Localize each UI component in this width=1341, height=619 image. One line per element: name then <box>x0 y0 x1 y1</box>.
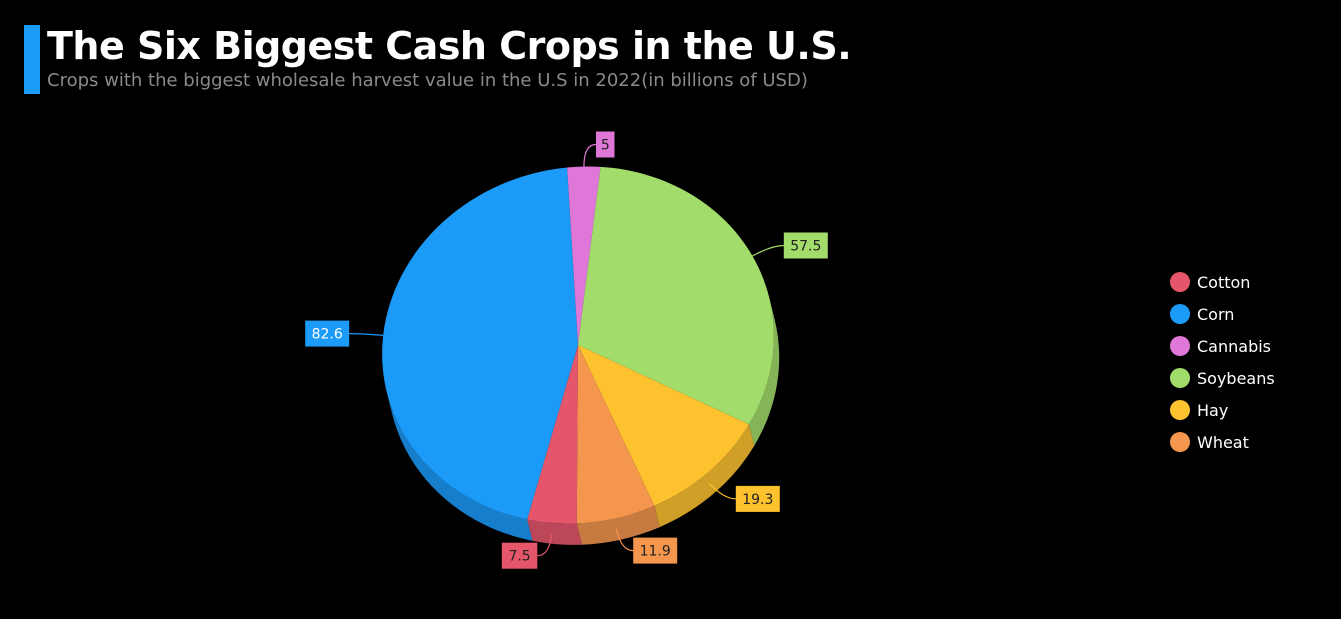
legend-label-hay: Hay <box>1197 400 1229 420</box>
slice-wheat[interactable] <box>535 336 655 527</box>
slice-side-soybeans <box>748 297 780 446</box>
legend-label-cotton: Cotton <box>1197 272 1251 292</box>
chart-title: The Six Biggest Cash Crops in the U.S. <box>47 24 852 68</box>
slice-soybeans[interactable] <box>538 135 798 460</box>
data-label-cotton: 7.5 <box>501 542 538 569</box>
legend-item-corn[interactable]: Corn <box>1170 298 1275 330</box>
leader-line-corn <box>349 333 384 336</box>
data-label-corn: 82.6 <box>305 320 350 347</box>
legend-item-soybeans[interactable]: Soybeans <box>1170 362 1275 394</box>
slice-corn[interactable] <box>344 165 647 545</box>
legend-marker-corn <box>1170 304 1190 324</box>
legend: Cotton Corn Cannabis Soybeans Hay Wheat <box>1170 266 1275 458</box>
legend-marker-cotton <box>1170 272 1190 292</box>
leader-line-cotton <box>537 533 553 557</box>
legend-marker-soybeans <box>1170 368 1190 388</box>
slice-hay[interactable] <box>578 310 762 515</box>
legend-item-wheat[interactable]: Wheat <box>1170 426 1275 458</box>
legend-label-cannabis: Cannabis <box>1197 336 1271 356</box>
svg-text:57.5: 57.5 <box>790 239 821 255</box>
legend-label-soybeans: Soybeans <box>1197 368 1275 388</box>
legend-item-cotton[interactable]: Cotton <box>1170 266 1275 298</box>
legend-label-wheat: Wheat <box>1197 432 1249 452</box>
slice-cannabis[interactable] <box>536 160 641 345</box>
slice-side-hay <box>654 424 755 528</box>
legend-marker-wheat <box>1170 432 1190 452</box>
data-label-hay: 19.3 <box>735 485 780 512</box>
data-label-wheat: 11.9 <box>633 537 678 564</box>
svg-text:19.3: 19.3 <box>742 492 773 508</box>
leader-line-cannabis <box>583 143 597 167</box>
legend-item-hay[interactable]: Hay <box>1170 394 1275 426</box>
legend-label-corn: Corn <box>1197 304 1235 324</box>
slice-side-cotton <box>527 519 583 545</box>
data-label-soybeans: 57.5 <box>783 232 828 259</box>
data-label-cannabis: 5 <box>596 131 615 158</box>
slice-side-wheat <box>576 505 660 545</box>
data-labels: 7.5 82.6 5 57.5 19.3 11.9 <box>305 131 828 569</box>
svg-text:82.6: 82.6 <box>312 327 343 343</box>
title-accent-bar <box>24 25 40 94</box>
legend-item-cannabis[interactable]: Cannabis <box>1170 330 1275 362</box>
slice-cotton[interactable] <box>489 345 620 535</box>
leader-line-wheat <box>615 528 634 552</box>
slice-tops <box>344 135 798 545</box>
leader-lines <box>349 143 784 557</box>
svg-text:5: 5 <box>601 138 610 154</box>
legend-marker-cannabis <box>1170 336 1190 356</box>
slice-side-corn <box>386 392 533 541</box>
svg-text:7.5: 7.5 <box>508 549 530 565</box>
leader-line-soybeans <box>752 244 784 257</box>
svg-text:11.9: 11.9 <box>640 544 671 560</box>
legend-marker-hay <box>1170 400 1190 420</box>
leader-line-hay <box>708 482 736 500</box>
chart-subtitle: Crops with the biggest wholesale harvest… <box>47 70 808 91</box>
slice-sides <box>386 297 780 545</box>
